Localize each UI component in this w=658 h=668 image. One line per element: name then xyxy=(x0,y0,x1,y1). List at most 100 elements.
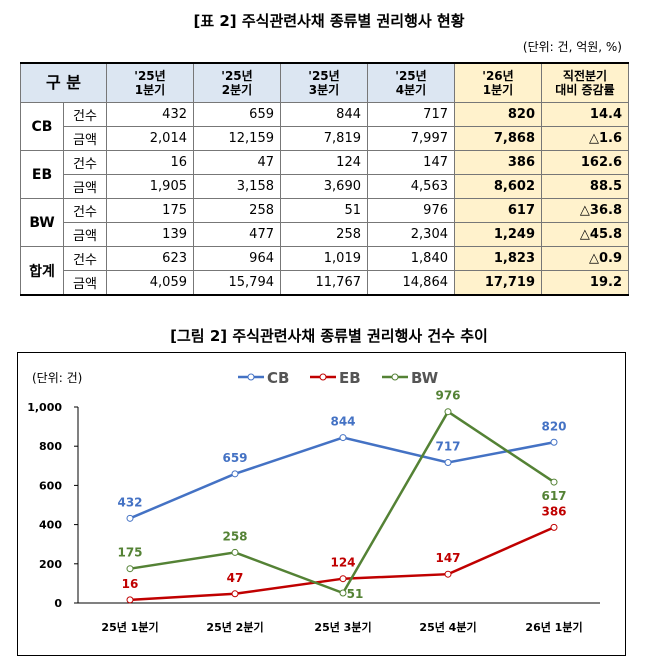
data-label: 258 xyxy=(222,529,247,543)
legend-label: EB xyxy=(339,369,361,387)
data-label: 124 xyxy=(330,556,355,570)
table-cell: 258 xyxy=(193,198,281,223)
table-cell: 47 xyxy=(193,150,281,175)
table-cell: 1,249 xyxy=(454,222,542,247)
data-point xyxy=(126,565,134,573)
data-point xyxy=(231,590,239,598)
legend-label: CB xyxy=(267,369,289,387)
group-label: CB xyxy=(20,102,64,151)
y-tick-label: 200 xyxy=(39,558,62,571)
x-tick-label: 25년 4분기 xyxy=(419,620,476,634)
table-row: CB 건수 432 659 844 717 820 14.4 xyxy=(20,102,629,151)
y-tick-label: 400 xyxy=(39,519,62,532)
table-cell: 717 xyxy=(367,102,455,127)
data-label: 432 xyxy=(117,495,142,509)
legend-label: BW xyxy=(411,369,439,387)
data-point xyxy=(444,570,452,578)
x-tick-label: 25년 2분기 xyxy=(206,620,263,634)
table-cell: 4,059 xyxy=(106,270,194,296)
data-point xyxy=(231,470,239,478)
column-header: '25년 1분기 xyxy=(106,62,194,103)
data-label: 16 xyxy=(122,577,139,591)
table-cell: 17,719 xyxy=(454,270,542,296)
table-cell: △1.6 xyxy=(541,126,629,151)
table-cell: △36.8 xyxy=(541,198,629,223)
data-label: 617 xyxy=(541,489,566,503)
x-tick-label: 25년 1분기 xyxy=(101,620,158,634)
table-cell: △0.9 xyxy=(541,246,629,271)
group-label: BW xyxy=(20,198,64,247)
series-line-cb xyxy=(129,436,555,520)
table-row: BW 건수 175 258 51 976 617 △36.8 xyxy=(20,198,629,247)
table-cell: 844 xyxy=(280,102,368,127)
x-tick-label: 25년 3분기 xyxy=(314,620,371,634)
legend-marker xyxy=(247,373,255,381)
table-cell: 3,690 xyxy=(280,174,368,199)
data-point xyxy=(444,408,452,416)
table-cell: 8,602 xyxy=(454,174,542,199)
data-label: 717 xyxy=(435,439,460,453)
data-point xyxy=(550,523,558,531)
column-header: 구 분 xyxy=(20,62,107,103)
table-cell: 820 xyxy=(454,102,542,127)
table-row: 금액 139 477 258 2,304 1,249 △45.8 xyxy=(21,222,629,247)
table-cell: 124 xyxy=(280,150,368,175)
table-row: 금액 1,905 3,158 3,690 4,563 8,602 88.5 xyxy=(21,174,629,199)
table-cell: 3,158 xyxy=(193,174,281,199)
unit-label: (단위: 건) xyxy=(32,371,82,385)
data-point xyxy=(444,458,452,466)
data-label: 976 xyxy=(435,389,460,403)
chart-frame xyxy=(17,352,626,656)
table-row: 합계 건수 623 964 1,019 1,840 1,823 △0.9 xyxy=(20,246,629,296)
y-tick-label: 1,000 xyxy=(27,401,62,414)
data-label: 47 xyxy=(227,571,244,585)
table-cell: 14,864 xyxy=(367,270,455,296)
data-label: 175 xyxy=(117,546,142,560)
y-tick-label: 800 xyxy=(39,440,62,453)
data-label: 386 xyxy=(541,504,566,518)
group-label: EB xyxy=(20,150,64,199)
column-header: '25년 3분기 xyxy=(280,62,368,103)
column-header: 직전분기 대비 증감률 xyxy=(541,62,629,103)
row-label: 금액 xyxy=(63,174,107,199)
table-cell: 432 xyxy=(106,102,194,127)
data-point xyxy=(126,514,134,522)
table-row: 금액 4,059 15,794 11,767 14,864 17,719 19.2 xyxy=(21,270,629,296)
column-header: '26년 1분기 xyxy=(454,62,542,103)
data-point xyxy=(339,589,347,597)
table-cell: 1,823 xyxy=(454,246,542,271)
table-cell: 1,019 xyxy=(280,246,368,271)
table-cell: 88.5 xyxy=(541,174,629,199)
data-point xyxy=(231,548,239,556)
data-point xyxy=(550,438,558,446)
data-label: 51 xyxy=(347,587,364,601)
table-title: [표 2] 주식관련사채 종류별 권리행사 현황 xyxy=(193,12,465,30)
data-label: 659 xyxy=(222,451,247,465)
table-cell: 617 xyxy=(454,198,542,223)
row-label: 금액 xyxy=(63,270,107,296)
table-cell: 386 xyxy=(454,150,542,175)
table-cell: 175 xyxy=(106,198,194,223)
table-cell: 162.6 xyxy=(541,150,629,175)
row-label: 건수 xyxy=(63,102,107,127)
table-cell: 258 xyxy=(280,222,368,247)
data-point xyxy=(126,596,134,604)
table-cell: 19.2 xyxy=(541,270,629,296)
table-cell: 2,304 xyxy=(367,222,455,247)
data-label: 820 xyxy=(541,419,566,433)
y-tick-label: 600 xyxy=(39,479,62,492)
table-cell: △45.8 xyxy=(541,222,629,247)
row-label: 금액 xyxy=(63,126,107,151)
data-point xyxy=(339,575,347,583)
table-cell: 11,767 xyxy=(280,270,368,296)
table-cell: 139 xyxy=(106,222,194,247)
table-cell: 7,997 xyxy=(367,126,455,151)
legend-marker xyxy=(319,373,327,381)
row-label: 건수 xyxy=(63,150,107,175)
table-cell: 15,794 xyxy=(193,270,281,296)
data-label: 844 xyxy=(330,415,355,429)
data-label: 147 xyxy=(435,551,460,565)
table-unit: (단위: 건, 억원, %) xyxy=(522,40,622,54)
data-point xyxy=(339,434,347,442)
